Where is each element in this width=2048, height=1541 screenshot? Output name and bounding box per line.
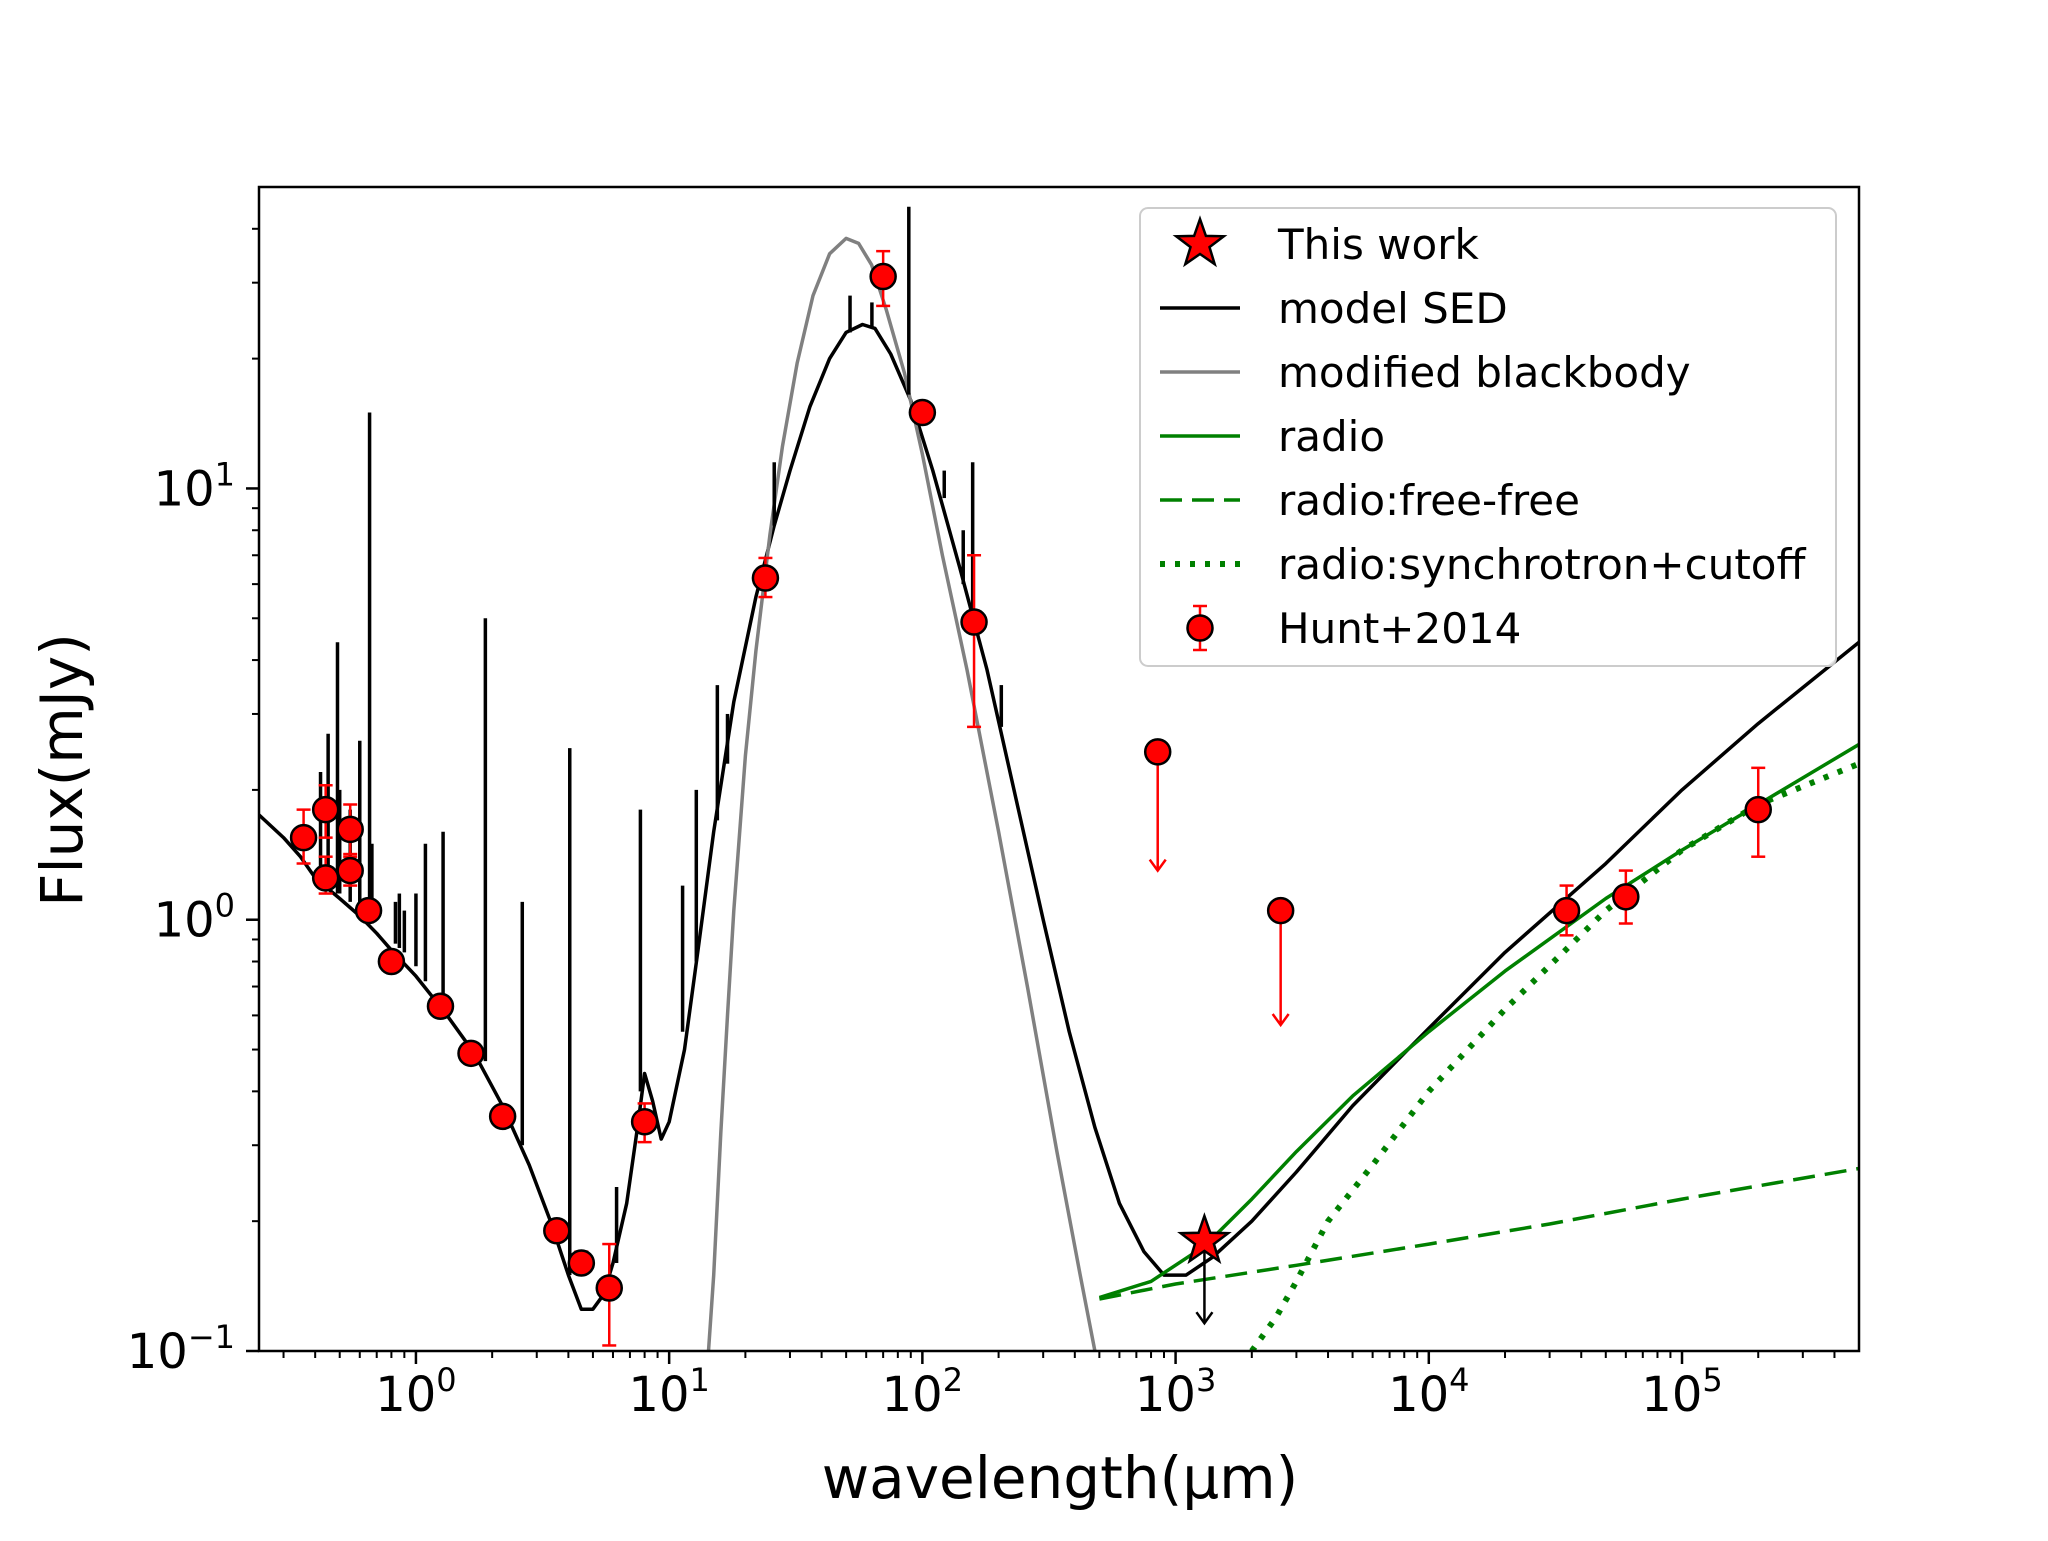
hunt2014-upper-limit: [1266, 896, 1295, 1028]
y-axis-label: Flux(mJy): [28, 633, 96, 907]
axis-layer: 100 101 102 103 104 105 10−1 100 101: [127, 227, 1836, 1423]
hunt2014-point: [488, 1102, 517, 1131]
this-work-point: [1177, 1212, 1232, 1326]
hunt2014-marker: [595, 1274, 624, 1302]
hunt2014-point: [289, 808, 318, 865]
x-tick-label: 102: [882, 1361, 963, 1423]
hunt2014-marker: [336, 815, 364, 844]
plot-frame: [257, 185, 1861, 1353]
series-radio-free-free: [1099, 1166, 1859, 1301]
hunt2014-marker: [336, 856, 364, 885]
legend-circle-icon: [1186, 614, 1214, 642]
hunt2014-marker: [567, 1249, 596, 1277]
legend-box: [1139, 207, 1837, 667]
y-tick-label: 10−1: [127, 1318, 235, 1380]
hunt2014-marker: [457, 1039, 485, 1068]
legend-entry: model SED: [1160, 284, 1508, 333]
hunt2014-point: [567, 1249, 596, 1277]
hunt2014-point: [311, 784, 340, 839]
legend-star-icon: [1172, 215, 1228, 268]
x-tick-label: 100: [375, 1361, 456, 1423]
point-layer: [289, 249, 1772, 1347]
legend-label: Hunt+2014: [1278, 604, 1521, 653]
y-tick-label: 100: [154, 887, 235, 949]
hunt2014-point: [457, 1039, 485, 1068]
this-work-limit-arrow-head: [1195, 1311, 1214, 1326]
hunt2014-marker: [751, 564, 780, 592]
hunt2014-marker: [630, 1108, 659, 1136]
hunt2014-marker: [543, 1217, 571, 1245]
hunt2014-marker: [311, 795, 340, 824]
hunt2014-upper-limit: [1143, 738, 1172, 873]
hunt2014-marker: [908, 398, 937, 427]
legend-entry: radio:free-free: [1160, 476, 1580, 525]
upper-limit-arrow-head: [1148, 858, 1167, 873]
legend-label: radio:synchrotron+cutoff: [1278, 540, 1806, 589]
hunt2014-marker: [1266, 896, 1295, 925]
hunt2014-point: [426, 992, 455, 1021]
hunt2014-point: [377, 947, 406, 976]
legend-label: radio: [1278, 412, 1385, 461]
hunt2014-marker: [1143, 738, 1172, 766]
hunt2014-point: [1552, 884, 1581, 937]
hunt2014-marker: [869, 262, 897, 291]
hunt2014-point: [336, 803, 364, 856]
hunt2014-point: [311, 855, 340, 895]
legend-label: modified blackbody: [1278, 348, 1691, 397]
hunt2014-marker: [1552, 896, 1581, 925]
hunt2014-marker: [1744, 795, 1772, 824]
series-modified-blackbody: [706, 236, 1097, 1351]
hunt2014-point: [751, 556, 780, 599]
legend-label: This work: [1277, 220, 1479, 269]
hunt2014-point: [336, 855, 364, 887]
legend-entry: radio: [1160, 412, 1385, 461]
hunt2014-marker: [377, 947, 406, 976]
hunt2014-marker: [311, 864, 340, 892]
hunt2014-point: [595, 1242, 624, 1347]
legend: This work model SED modified blackbody radi…: [1139, 207, 1837, 667]
x-tick-label: 103: [1135, 1361, 1216, 1423]
hunt2014-marker: [426, 992, 455, 1021]
hunt2014-marker: [488, 1102, 517, 1131]
hunt2014-point: [630, 1102, 659, 1144]
hunt2014-point: [869, 249, 897, 308]
hunt2014-marker: [289, 823, 318, 852]
upper-limit-arrow: [1148, 751, 1167, 873]
hunt2014-point: [908, 398, 937, 427]
upper-limit-arrow-head: [1271, 1013, 1290, 1028]
x-tick-label: 104: [1388, 1361, 1469, 1423]
hunt2014-marker: [1612, 883, 1640, 911]
hunt2014-marker: [960, 608, 988, 636]
hunt2014-point: [960, 554, 988, 729]
hunt2014-point: [1612, 869, 1640, 925]
legend-label: radio:free-free: [1278, 476, 1580, 525]
x-tick-label: 101: [628, 1361, 709, 1423]
this-work-limit-arrow: [1195, 1240, 1214, 1326]
x-tick-label: 105: [1641, 1361, 1722, 1423]
hunt2014-point: [354, 896, 383, 925]
legend-entry: radio:synchrotron+cutoff: [1160, 540, 1806, 589]
legend-entry: Hunt+2014: [1186, 604, 1521, 653]
legend-entry: modified blackbody: [1160, 348, 1691, 397]
legend-label: model SED: [1278, 284, 1508, 333]
hunt2014-marker: [354, 896, 383, 925]
legend-entry: This work: [1172, 215, 1479, 269]
hunt2014-point: [543, 1217, 571, 1245]
y-tick-label: 101: [154, 455, 235, 517]
this-work-marker: [1177, 1212, 1232, 1265]
x-axis-label: wavelength(μm): [822, 1444, 1299, 1512]
series-radio-synchrotron-cutoff: [1249, 760, 1859, 1351]
hunt2014-point: [1744, 766, 1772, 858]
upper-limit-arrow: [1271, 910, 1290, 1028]
